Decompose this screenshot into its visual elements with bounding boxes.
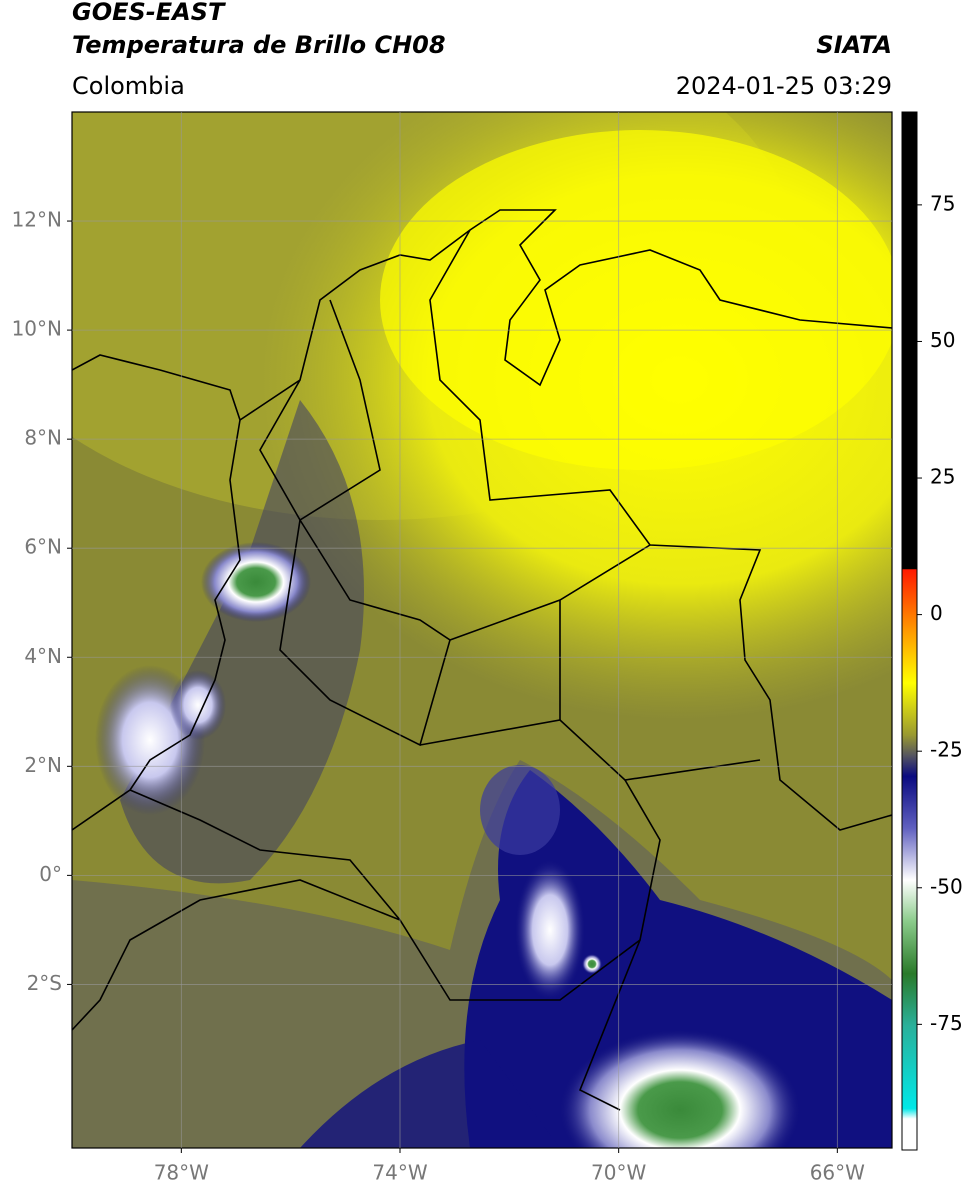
y-tick-label: 12°N <box>12 208 62 232</box>
y-tick-label: 6°N <box>24 535 62 559</box>
colorbar-tick-label: -50 <box>930 874 963 898</box>
source: SIATA <box>816 31 892 59</box>
borders <box>72 209 892 1111</box>
colorbar-tick-label: 50 <box>930 328 955 352</box>
x-tick-label: 66°W <box>810 1161 865 1185</box>
colorbar-tick-label: -25 <box>930 738 963 762</box>
y-tick-label: 8°N <box>24 426 62 450</box>
colorbar-tick-label: -75 <box>930 1011 963 1035</box>
region: Colombia <box>72 72 185 100</box>
y-tick-label: 2°S <box>27 971 62 995</box>
y-tick-label: 0° <box>39 862 62 886</box>
colorbar <box>901 111 918 1151</box>
x-tick-label: 78°W <box>154 1161 209 1185</box>
map-frame <box>71 111 893 1149</box>
title: GOES-EAST <box>72 0 226 26</box>
x-tick-label: 70°W <box>591 1161 646 1185</box>
x-tick-label: 74°W <box>372 1161 427 1185</box>
y-tick-label: 10°N <box>12 317 62 341</box>
colorbar-tick-label: 25 <box>930 465 955 489</box>
y-tick-label: 4°N <box>24 644 62 668</box>
colorbar-tick-label: 75 <box>930 191 955 215</box>
subtitle: Temperatura de Brillo CH08 <box>72 31 446 59</box>
colorbar-tick-label: 0 <box>930 601 943 625</box>
datetime: 2024-01-25 03:29 <box>676 72 892 100</box>
y-tick-label: 2°N <box>24 753 62 777</box>
